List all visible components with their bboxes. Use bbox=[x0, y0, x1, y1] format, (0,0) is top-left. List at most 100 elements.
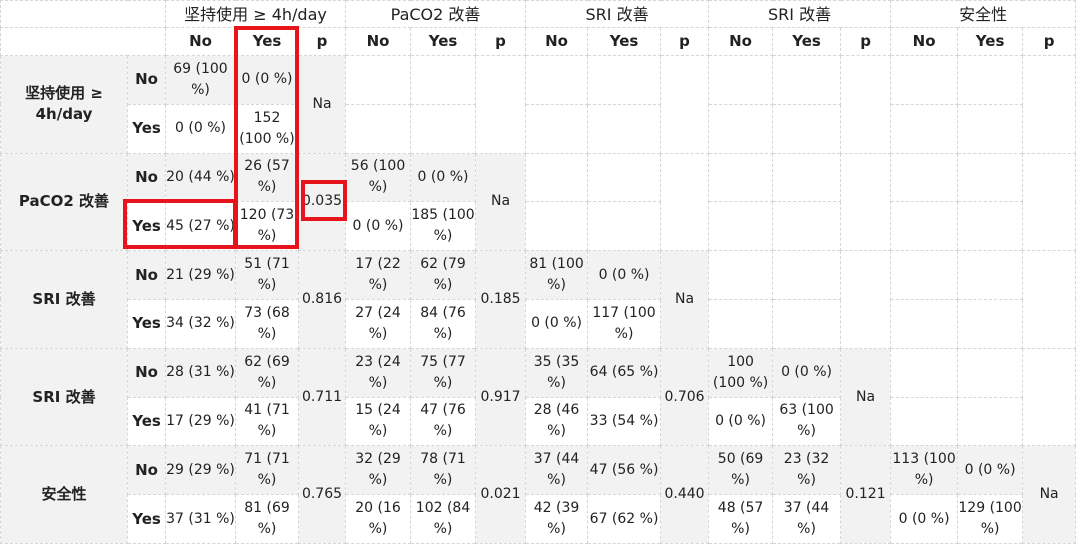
p-value-cell: 0.765 bbox=[297, 445, 347, 544]
empty-cell bbox=[890, 396, 959, 447]
row-yes-label: Yes bbox=[127, 201, 166, 252]
corner-cell bbox=[0, 27, 166, 56]
empty-cell bbox=[525, 152, 589, 203]
empty-cell bbox=[890, 250, 959, 300]
column-p-header: p bbox=[660, 27, 710, 56]
p-value-cell: 0.440 bbox=[660, 445, 710, 544]
empty-cell bbox=[1022, 347, 1077, 447]
count-cell: 0 (0 %) bbox=[708, 396, 774, 447]
highlight-yes-row bbox=[123, 199, 237, 249]
row-no-label: No bbox=[127, 250, 166, 300]
count-cell: 37 (44 %) bbox=[772, 494, 842, 544]
empty-cell bbox=[890, 347, 959, 398]
empty-cell bbox=[525, 201, 589, 252]
empty-cell bbox=[708, 201, 774, 252]
count-cell: 62 (79 %) bbox=[410, 250, 477, 300]
count-cell: 56 (100 %) bbox=[345, 152, 412, 203]
row-group-label: PaCO2 改善 bbox=[0, 152, 128, 252]
row-no-label: No bbox=[127, 152, 166, 203]
row-group-label: SRI 改善 bbox=[0, 347, 128, 447]
table-row: PaCO2 改善 No 20 (44 %) 26 (57 %) 0.035 56 (100… bbox=[0, 152, 1077, 252]
empty-cell bbox=[772, 250, 842, 300]
table-row: SRI 改善 No 21 (29 %) 51 (71 %) 0.816 17 (22 %)… bbox=[0, 250, 1077, 349]
count-cell: 35 (35 %) bbox=[525, 347, 589, 398]
count-cell: 17 (29 %) bbox=[165, 396, 236, 447]
count-cell: 71 (71 %) bbox=[235, 445, 299, 496]
count-cell: 152 (100 %) bbox=[235, 103, 299, 154]
count-cell: 81 (69 %) bbox=[235, 494, 299, 544]
empty-cell bbox=[708, 152, 774, 203]
count-cell: 45 (27 %) bbox=[165, 201, 236, 252]
count-cell: 113 (100 %) bbox=[890, 445, 959, 496]
p-value-cell: Na bbox=[660, 250, 710, 349]
count-cell: 17 (22 %) bbox=[345, 250, 412, 300]
p-value-cell: Na bbox=[475, 152, 527, 252]
count-cell: 120 (73 %) bbox=[235, 201, 299, 252]
empty-cell bbox=[890, 201, 959, 252]
empty-cell bbox=[708, 103, 774, 154]
empty-cell bbox=[772, 152, 842, 203]
empty-cell bbox=[957, 347, 1024, 398]
count-cell: 37 (44 %) bbox=[525, 445, 589, 496]
empty-cell bbox=[957, 55, 1024, 105]
empty-cell bbox=[772, 103, 842, 154]
count-cell: 100 (100 %) bbox=[708, 347, 774, 398]
count-cell: 20 (44 %) bbox=[165, 152, 236, 203]
p-value-cell: 0.021 bbox=[475, 445, 527, 544]
p-value-cell: 0.121 bbox=[840, 445, 892, 544]
count-cell: 20 (16 %) bbox=[345, 494, 412, 544]
count-cell: 67 (62 %) bbox=[587, 494, 662, 544]
empty-cell bbox=[410, 55, 477, 105]
count-cell: 28 (46 %) bbox=[525, 396, 589, 447]
row-yes-label: Yes bbox=[127, 103, 166, 154]
empty-cell bbox=[890, 55, 959, 105]
p-value-cell: 0.711 bbox=[297, 347, 347, 447]
count-cell: 0 (0 %) bbox=[587, 250, 662, 300]
empty-cell bbox=[957, 250, 1024, 300]
empty-cell bbox=[345, 55, 412, 105]
count-cell: 102 (84 %) bbox=[410, 494, 477, 544]
count-cell: 73 (68 %) bbox=[235, 298, 299, 349]
row-yes-label: Yes bbox=[127, 298, 166, 349]
highlight-p-value bbox=[301, 180, 347, 221]
empty-cell bbox=[957, 152, 1024, 203]
empty-cell bbox=[772, 201, 842, 252]
corner-cell bbox=[0, 0, 166, 28]
count-cell: 117 (100 %) bbox=[587, 298, 662, 349]
count-cell: 15 (24 %) bbox=[345, 396, 412, 447]
count-cell: 33 (54 %) bbox=[587, 396, 662, 447]
count-cell: 129 (100 %) bbox=[957, 494, 1024, 544]
empty-cell bbox=[708, 298, 774, 349]
count-cell: 69 (100 %) bbox=[165, 55, 236, 105]
count-cell: 23 (32 %) bbox=[772, 445, 842, 496]
empty-cell bbox=[587, 152, 662, 203]
empty-cell bbox=[708, 55, 774, 105]
table-row: 安全性 No 29 (29 %) 71 (71 %) 0.765 32 (29 %) 78 … bbox=[0, 445, 1077, 544]
column-group-header: 安全性 bbox=[890, 0, 1077, 28]
empty-cell bbox=[1022, 152, 1077, 252]
count-cell: 23 (24 %) bbox=[345, 347, 412, 398]
p-value-cell: 0.816 bbox=[297, 250, 347, 349]
empty-cell bbox=[475, 55, 527, 154]
row-no-label: No bbox=[127, 445, 166, 496]
empty-cell bbox=[587, 103, 662, 154]
count-cell: 47 (76 %) bbox=[410, 396, 477, 447]
empty-cell bbox=[890, 152, 959, 203]
count-cell: 48 (57 %) bbox=[708, 494, 774, 544]
p-value-cell: 0.035 bbox=[297, 152, 347, 252]
empty-cell bbox=[772, 298, 842, 349]
column-group-header: SRI 改善 bbox=[708, 0, 892, 28]
empty-cell bbox=[957, 396, 1024, 447]
column-yes-header: Yes bbox=[772, 27, 842, 56]
count-cell: 37 (31 %) bbox=[165, 494, 236, 544]
count-cell: 0 (0 %) bbox=[345, 201, 412, 252]
count-cell: 28 (31 %) bbox=[165, 347, 236, 398]
column-yes-header: Yes bbox=[235, 27, 299, 56]
empty-cell bbox=[1022, 55, 1077, 154]
column-yes-header: Yes bbox=[410, 27, 477, 56]
p-value-cell: Na bbox=[840, 347, 892, 447]
p-value-cell: Na bbox=[1022, 445, 1077, 544]
count-cell: 29 (29 %) bbox=[165, 445, 236, 496]
row-group-label: 安全性 bbox=[0, 445, 128, 544]
